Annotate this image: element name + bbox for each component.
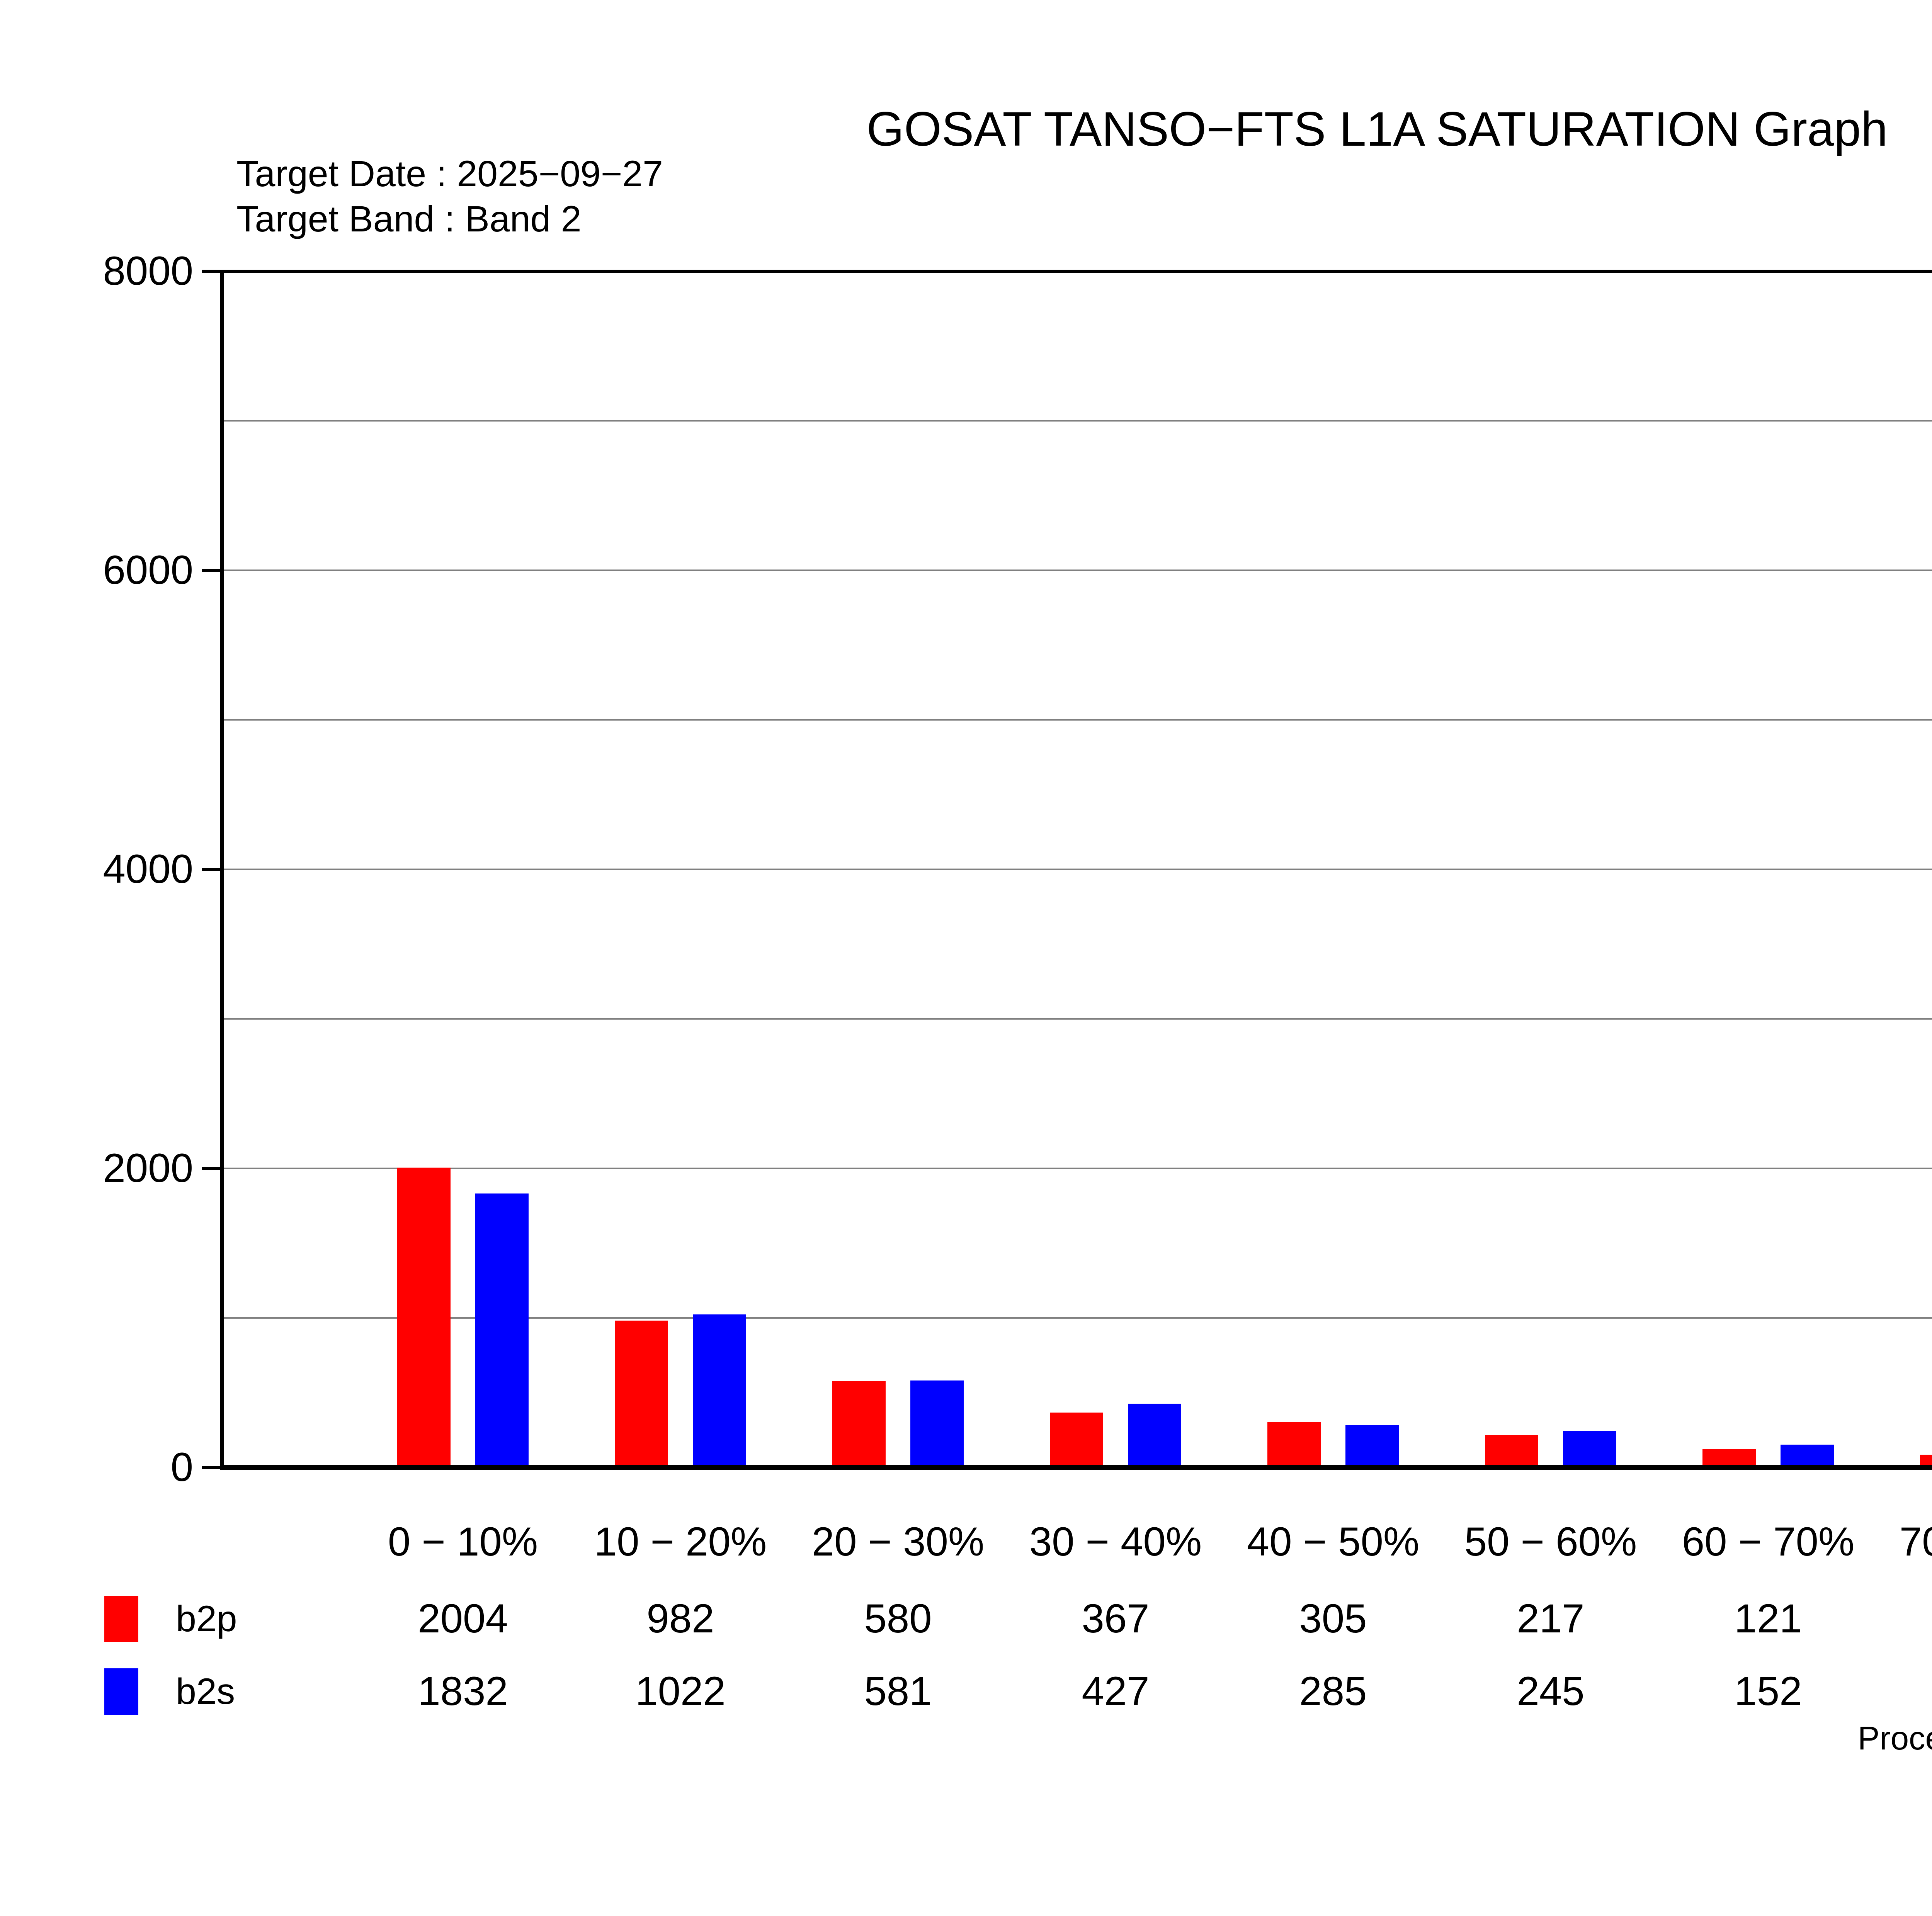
y-tick-label: 4000 [103,847,193,892]
bar-b2p [832,1381,886,1467]
processed-by-label: Processed by JAXA/EORC at 2025−09−29 08:… [1857,1720,1932,1757]
value-b2p: 580 [864,1596,932,1641]
bar-b2s [1563,1431,1616,1467]
y-gridline [224,420,1932,422]
value-b2s: 427 [1082,1669,1150,1714]
value-b2s: 1022 [635,1669,726,1714]
y-tick-left [202,1466,220,1469]
value-b2p: 305 [1299,1596,1367,1641]
y-gridline [224,1018,1932,1020]
value-b2p: 121 [1734,1596,1802,1641]
y-tick-left [202,569,220,572]
target-date-label: Target Date : 2025−09−27 [236,153,663,194]
plot-frame-top [220,270,1932,273]
bar-b2s [910,1380,964,1467]
category-label: 30 − 40% [1029,1519,1202,1564]
bar-b2s [693,1314,746,1467]
y-tick-left [202,270,220,273]
target-band-label: Target Band : Band 2 [236,199,582,240]
y-tick-label: 0 [170,1445,193,1490]
y-gridline [224,869,1932,870]
category-label: 40 − 50% [1247,1519,1420,1564]
bar-b2p [1702,1449,1756,1467]
y-tick-left [202,1167,220,1170]
value-b2s: 245 [1517,1669,1585,1714]
plot-area [202,270,1932,1470]
value-b2p: 2004 [418,1596,508,1641]
legend-swatch-b2s [104,1668,138,1715]
bar-b2p [1050,1413,1103,1467]
legend-label-b2p: b2p [176,1598,237,1639]
bar-b2p [397,1168,451,1467]
category-label: 50 − 60% [1464,1519,1637,1564]
bar-b2s [1781,1445,1834,1467]
bar-b2p [1485,1435,1538,1467]
value-b2p: 217 [1517,1596,1585,1641]
category-label: 60 − 70% [1682,1519,1855,1564]
y-tick-left [202,868,220,871]
bar-b2s [475,1193,529,1467]
y-gridline [224,1168,1932,1169]
legend-label-b2s: b2s [176,1671,235,1712]
y-tick-label: 8000 [103,248,193,294]
bar-b2p [615,1321,668,1467]
value-b2p: 982 [646,1596,714,1641]
value-b2s: 152 [1734,1669,1802,1714]
plot-frame-left [220,270,224,1470]
category-label: 70 − 80% [1899,1519,1932,1564]
plot-frame-bottom [220,1465,1932,1470]
category-label: 0 − 10% [388,1519,538,1564]
value-b2s: 581 [864,1669,932,1714]
value-b2s: 1832 [418,1669,508,1714]
bar-b2s [1128,1404,1181,1467]
legend-swatch-b2p [104,1596,138,1642]
category-label: 20 − 30% [811,1519,985,1564]
value-b2p: 367 [1082,1596,1150,1641]
y-tick-label: 2000 [103,1146,193,1191]
value-b2p: 85 [1877,1594,1932,1644]
value-b2s: 285 [1299,1669,1367,1714]
category-label: 10 − 20% [594,1519,767,1564]
bar-b2s [1345,1425,1399,1467]
y-tick-label: 6000 [103,547,193,593]
value-b2s: 96 [1877,1666,1932,1717]
y-gridline [224,1317,1932,1319]
bar-b2p [1267,1422,1321,1467]
chart-title: GOSAT TANSO−FTS L1A SATURATION Graph [866,102,1888,156]
y-gridline [224,570,1932,571]
y-gridline [224,719,1932,721]
